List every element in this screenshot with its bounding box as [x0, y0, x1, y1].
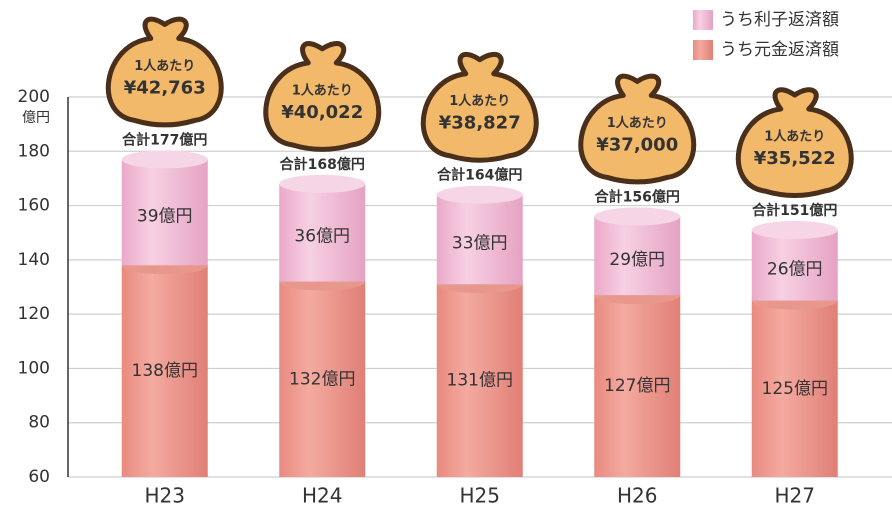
money-bag [420, 52, 539, 163]
x-tick-label: H23 [145, 484, 186, 508]
per-capita-value: ¥37,000 [596, 134, 678, 155]
y-tick-label: 180 [18, 141, 50, 161]
bar-top [121, 150, 208, 169]
bar-segment [121, 265, 208, 477]
bar-segment [751, 300, 838, 477]
x-tick-label: H26 [617, 484, 658, 508]
per-capita-heading: 1人あたり [449, 93, 510, 109]
per-capita-value: ¥42,763 [124, 77, 206, 98]
bar-top [436, 185, 523, 204]
value-label: 125億円 [762, 379, 828, 399]
value-label: 36億円 [294, 227, 350, 247]
y-tick-label: 140 [18, 250, 50, 270]
per-capita-heading: 1人あたり [764, 129, 825, 145]
x-tick-label: H27 [775, 484, 816, 508]
value-label: 132億円 [289, 369, 355, 389]
per-capita-heading: 1人あたり [292, 82, 353, 98]
money-bag [578, 73, 697, 185]
value-label: 26億円 [767, 259, 823, 279]
y-tick-label: 60 [28, 467, 50, 487]
total-label: 合計177億円 [122, 131, 207, 148]
x-tick-label: H25 [460, 484, 501, 508]
bar-segment [751, 230, 838, 301]
money-bag [263, 41, 382, 152]
value-label: 33億円 [452, 234, 508, 254]
per-capita-value: ¥40,022 [281, 102, 363, 123]
value-label: 131億円 [447, 371, 513, 391]
y-tick-label: 200 [18, 87, 50, 107]
value-label: 39億円 [137, 206, 193, 226]
per-capita-value: ¥35,522 [754, 148, 836, 169]
y-tick-label: 100 [18, 358, 50, 378]
value-label: 138億円 [132, 361, 198, 381]
total-label: 合計168億円 [280, 156, 365, 173]
y-unit: 億円 [22, 110, 50, 126]
bar-segment [436, 194, 523, 285]
total-label: 合計156億円 [595, 188, 680, 205]
legend-label: うち利子返済額 [720, 10, 839, 30]
bar-top [594, 207, 681, 226]
y-tick-label: 160 [18, 196, 50, 216]
value-label: 29億円 [609, 250, 665, 270]
money-bag [735, 87, 854, 198]
bar-segment [279, 281, 366, 477]
bar-segment [436, 284, 523, 477]
legend-swatch [693, 40, 713, 60]
per-capita-value: ¥38,827 [439, 113, 521, 134]
legend-label: うち元金返済額 [720, 40, 839, 60]
y-tick-label: 120 [18, 304, 50, 324]
legend-swatch [693, 10, 713, 30]
per-capita-heading: 1人あたり [607, 115, 668, 131]
bar-segment [279, 183, 366, 282]
bar-segment [121, 159, 208, 266]
bar-top [751, 221, 838, 239]
value-label: 127億円 [604, 376, 670, 396]
bar-segment [594, 216, 681, 296]
x-tick-label: H24 [302, 484, 343, 508]
bar-top [279, 174, 366, 193]
y-tick-label: 80 [28, 413, 50, 433]
total-label: 合計151億円 [752, 202, 837, 219]
total-label: 合計164億円 [437, 167, 522, 184]
money-bag [105, 16, 224, 128]
bar-segment [594, 295, 681, 477]
per-capita-heading: 1人あたり [134, 58, 195, 74]
